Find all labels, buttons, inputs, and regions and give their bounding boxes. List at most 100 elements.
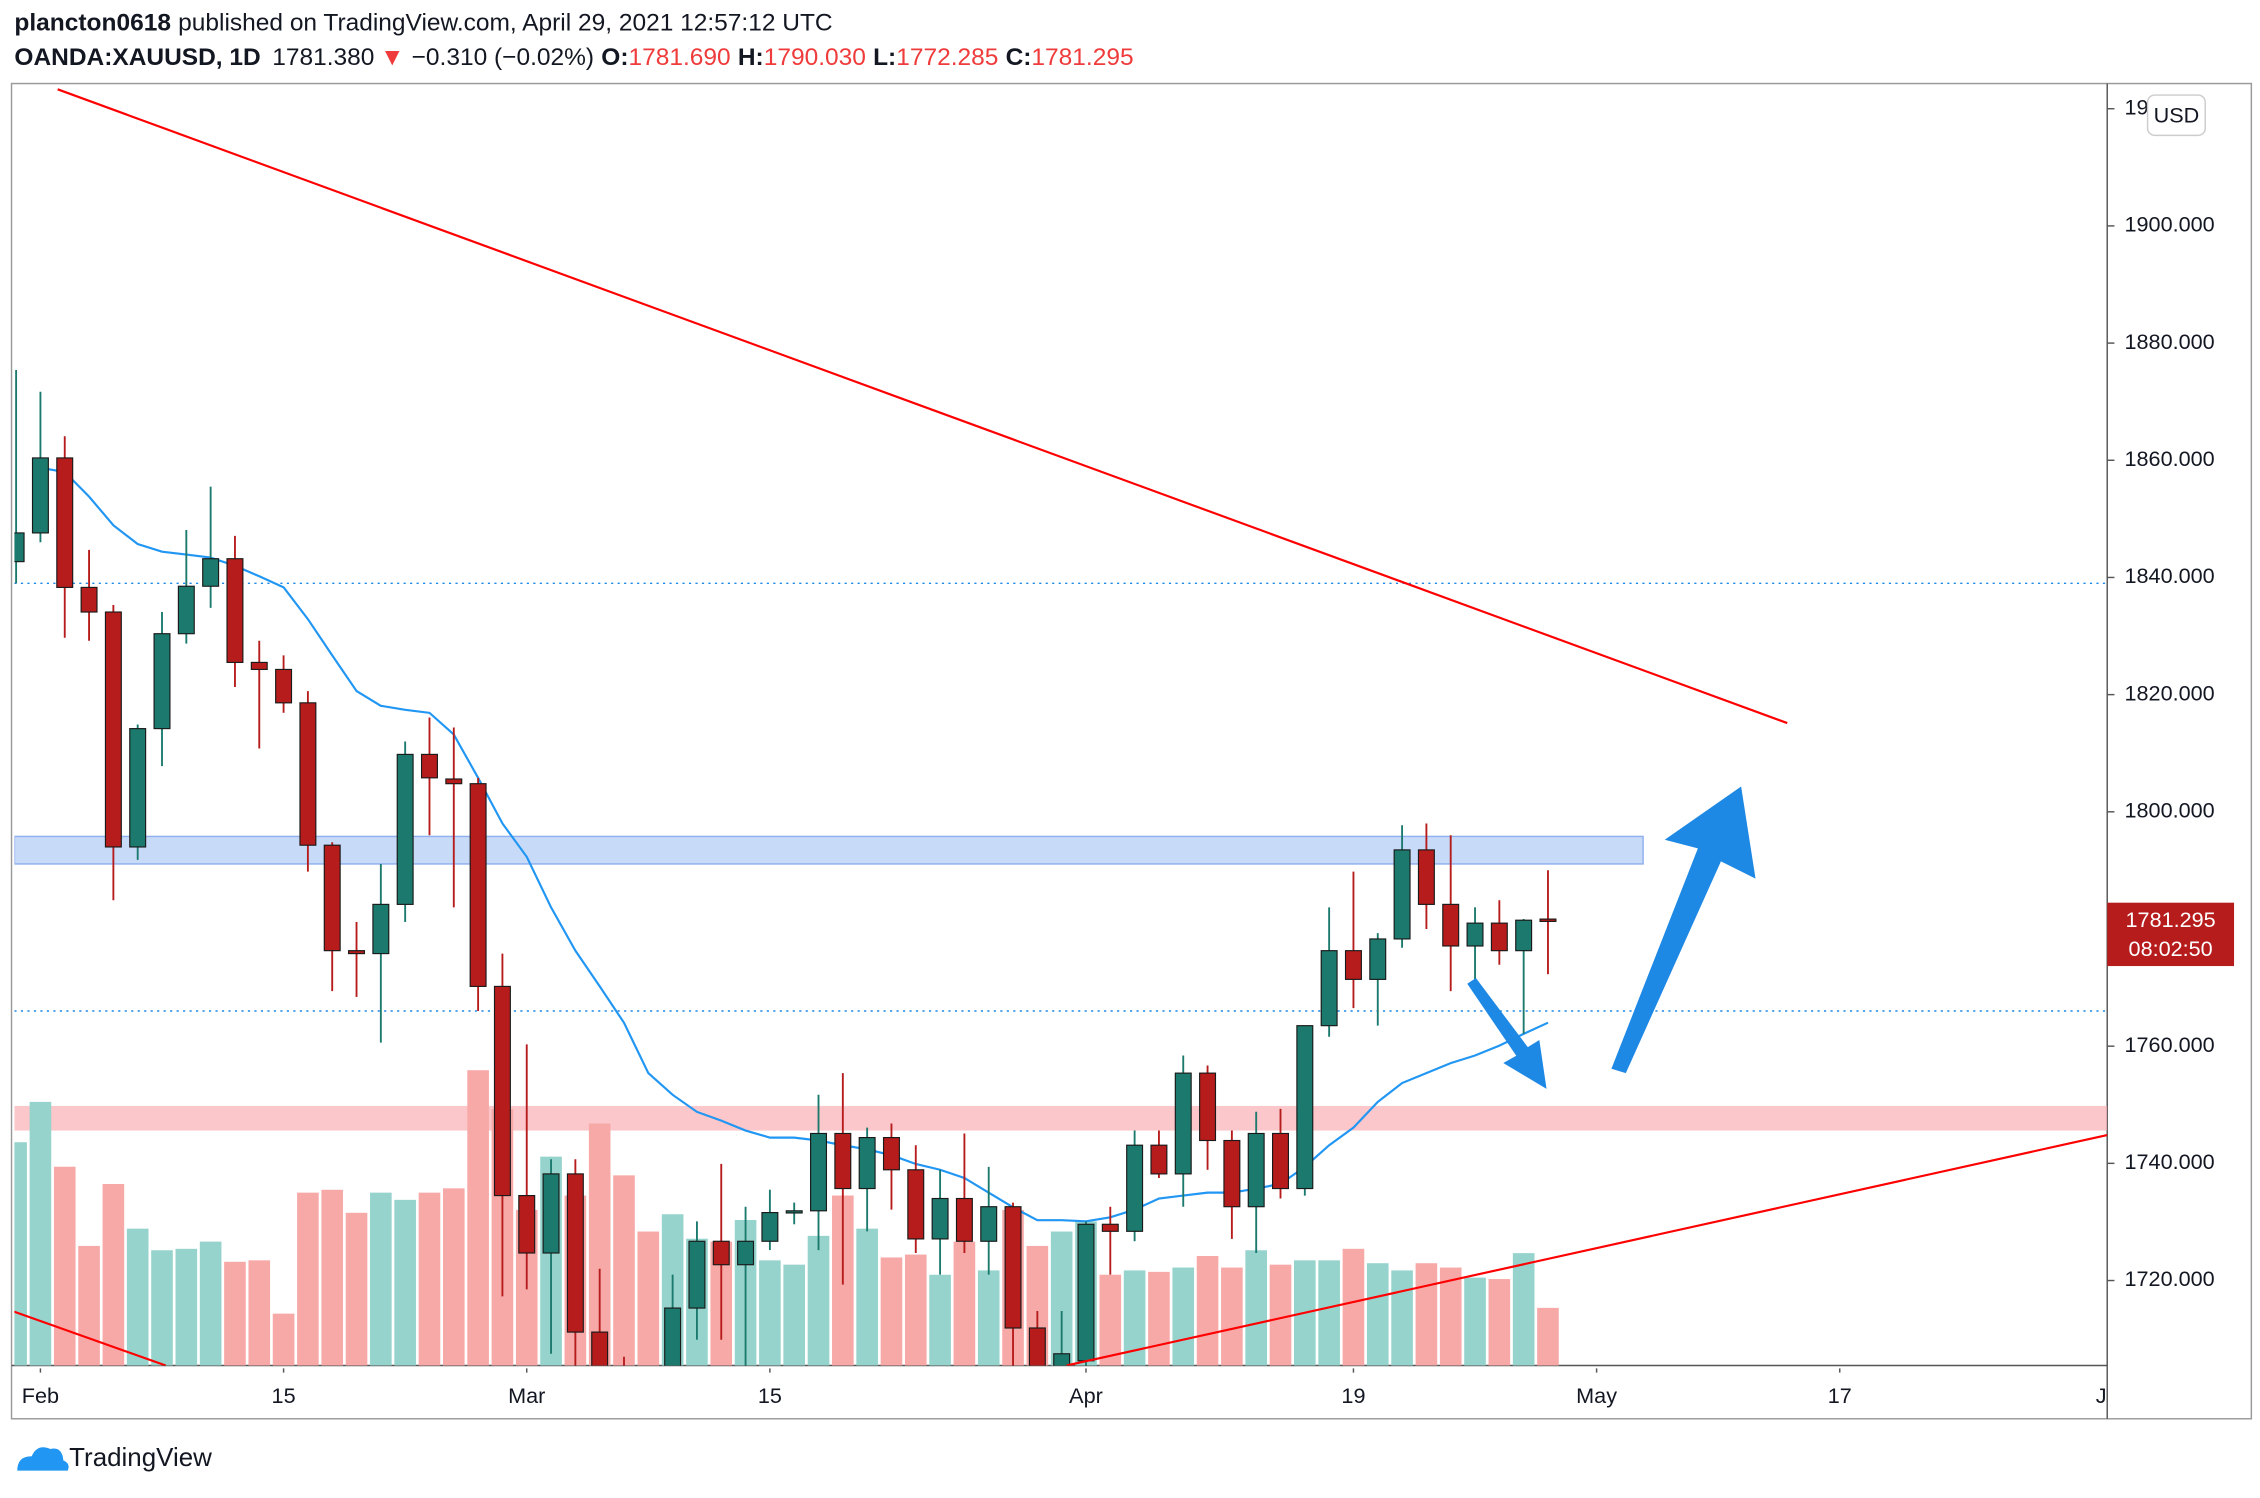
trendline bbox=[1066, 1133, 2108, 1366]
y-tick-label: 1900.000 bbox=[2125, 212, 2215, 237]
volume-bar bbox=[1123, 1270, 1146, 1366]
x-tick-label: 17 bbox=[1828, 1383, 1852, 1408]
countdown: 08:02:50 bbox=[2129, 936, 2213, 961]
y-tick-label: 1800.000 bbox=[2125, 798, 2215, 823]
candle-body bbox=[348, 950, 366, 955]
candle-body bbox=[1296, 1025, 1314, 1190]
volume-bar bbox=[199, 1241, 222, 1366]
candle-body bbox=[1199, 1072, 1217, 1142]
candle-body bbox=[1028, 1327, 1046, 1366]
volume-bar bbox=[807, 1235, 830, 1366]
h-label: H: bbox=[738, 45, 764, 72]
candle-body bbox=[445, 778, 463, 785]
frame bbox=[10, 82, 2253, 1420]
volume-bar bbox=[345, 1212, 368, 1366]
volume-bar bbox=[1245, 1250, 1267, 1366]
volume-bar bbox=[783, 1264, 806, 1366]
trendline bbox=[14, 1310, 167, 1366]
volume-bar bbox=[418, 1192, 441, 1366]
zone bbox=[14, 835, 1644, 865]
volume-bar bbox=[856, 1228, 878, 1366]
y-tick-label: 1840.000 bbox=[2125, 563, 2215, 588]
footer-brand: TradingView bbox=[69, 1444, 212, 1472]
candle-body bbox=[1344, 950, 1362, 980]
candle-body bbox=[323, 844, 341, 952]
candle-body bbox=[1490, 922, 1508, 952]
currency-badge bbox=[2146, 94, 2206, 137]
candle-body bbox=[104, 611, 122, 848]
volume-bar bbox=[370, 1192, 392, 1366]
candle-body bbox=[810, 1132, 828, 1212]
c-value: 1781.295 bbox=[1031, 45, 1133, 72]
volume-bar bbox=[1464, 1277, 1486, 1366]
candle-body bbox=[1174, 1072, 1192, 1175]
volume-bar bbox=[1050, 1231, 1073, 1366]
candle-body bbox=[518, 1194, 536, 1254]
candle-body bbox=[1223, 1139, 1241, 1208]
x-tick-label: Feb bbox=[22, 1383, 59, 1408]
volume-bar bbox=[442, 1188, 465, 1366]
candle-body bbox=[1417, 849, 1435, 905]
candle-body bbox=[1150, 1144, 1168, 1175]
candle-body bbox=[1053, 1353, 1071, 1366]
volume-bar bbox=[175, 1248, 198, 1366]
volume-bar bbox=[1512, 1253, 1535, 1366]
volume-bar bbox=[1148, 1271, 1170, 1366]
x-tick-label: 15 bbox=[272, 1383, 296, 1408]
candle-body bbox=[1272, 1132, 1290, 1190]
candle-body bbox=[250, 661, 268, 671]
candle-body bbox=[299, 702, 317, 846]
l-label: L: bbox=[873, 45, 896, 72]
volume-bar bbox=[53, 1166, 76, 1366]
c-label: C: bbox=[1006, 45, 1032, 72]
volume-bar bbox=[1318, 1260, 1340, 1366]
last-price-box bbox=[2107, 902, 2235, 967]
volume-bar bbox=[1196, 1256, 1219, 1366]
candle-body bbox=[1369, 938, 1387, 980]
candle-body bbox=[882, 1136, 900, 1171]
candle-body bbox=[275, 668, 293, 704]
currency: USD bbox=[2154, 102, 2200, 127]
volume-bar bbox=[1391, 1270, 1413, 1366]
zone bbox=[14, 1105, 2108, 1131]
y-tick-label: 1720.000 bbox=[2125, 1266, 2215, 1291]
candle-body bbox=[1247, 1132, 1265, 1208]
x-tick-label: 15 bbox=[758, 1383, 782, 1408]
last-price: 1781.380 bbox=[272, 45, 374, 72]
x-tick-label: Apr bbox=[1069, 1383, 1103, 1408]
volume-bar bbox=[1488, 1279, 1511, 1366]
candle-body bbox=[1442, 903, 1460, 947]
candle-body bbox=[493, 985, 511, 1197]
logo: TradingView bbox=[17, 1444, 212, 1472]
candle-body bbox=[1126, 1144, 1144, 1232]
candle-body bbox=[469, 783, 487, 987]
candle-body bbox=[420, 753, 438, 779]
candle-body bbox=[80, 586, 98, 613]
candle-body bbox=[1539, 918, 1557, 922]
candle-body bbox=[566, 1173, 584, 1333]
published: published on TradingView.com, April 29, … bbox=[178, 10, 832, 37]
last-price-label: 1781.295 bbox=[2126, 907, 2216, 932]
symbol: OANDA:XAUUSD, 1D bbox=[14, 45, 260, 72]
volume-bar bbox=[102, 1183, 125, 1366]
candle-body bbox=[177, 585, 195, 635]
volume-bar bbox=[588, 1123, 611, 1366]
candle-body bbox=[542, 1173, 560, 1254]
candle-body bbox=[202, 558, 220, 587]
volume-bar bbox=[929, 1274, 951, 1366]
candle-body bbox=[688, 1240, 706, 1309]
volume-bar bbox=[1221, 1267, 1243, 1366]
candle-body bbox=[1466, 922, 1484, 947]
candle-body bbox=[56, 457, 74, 588]
volume-bar bbox=[880, 1257, 903, 1366]
candle-body bbox=[129, 728, 147, 848]
logo-cloud bbox=[17, 1447, 69, 1471]
y-tick-label: 1740.000 bbox=[2125, 1149, 2215, 1174]
volume-bar bbox=[977, 1270, 1000, 1366]
price-axis: 1720.0001740.0001760.0001780.0001800.000… bbox=[2107, 94, 2235, 1291]
volume-bar bbox=[78, 1245, 100, 1366]
volume-bar bbox=[1415, 1263, 1438, 1366]
candle-body bbox=[396, 753, 414, 905]
candle-body bbox=[1515, 919, 1533, 952]
